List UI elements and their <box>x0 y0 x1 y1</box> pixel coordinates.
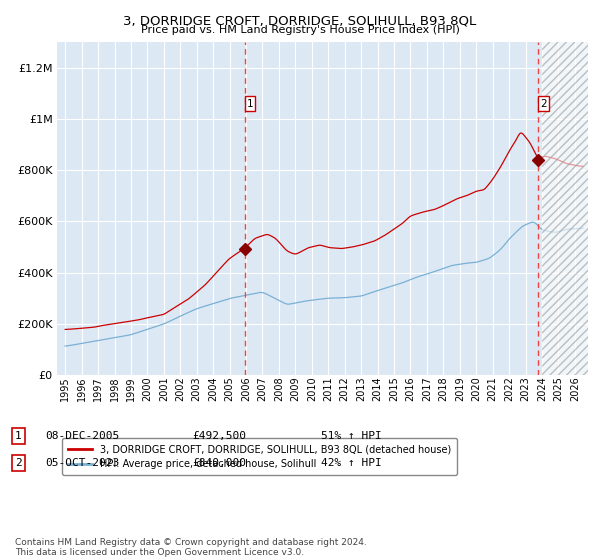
Text: 2: 2 <box>540 99 547 109</box>
Text: Price paid vs. HM Land Registry's House Price Index (HPI): Price paid vs. HM Land Registry's House … <box>140 25 460 35</box>
Text: 05-OCT-2023: 05-OCT-2023 <box>45 458 119 468</box>
Text: 1: 1 <box>247 99 253 109</box>
Text: 08-DEC-2005: 08-DEC-2005 <box>45 431 119 441</box>
Text: 51% ↑ HPI: 51% ↑ HPI <box>321 431 382 441</box>
Text: £492,500: £492,500 <box>192 431 246 441</box>
Text: 1: 1 <box>15 431 22 441</box>
Bar <box>542 42 588 375</box>
Text: £840,000: £840,000 <box>192 458 246 468</box>
Text: 42% ↑ HPI: 42% ↑ HPI <box>321 458 382 468</box>
Legend: 3, DORRIDGE CROFT, DORRIDGE, SOLIHULL, B93 8QL (detached house), HPI: Average pr: 3, DORRIDGE CROFT, DORRIDGE, SOLIHULL, B… <box>62 438 457 475</box>
Text: Contains HM Land Registry data © Crown copyright and database right 2024.
This d: Contains HM Land Registry data © Crown c… <box>15 538 367 557</box>
Text: 3, DORRIDGE CROFT, DORRIDGE, SOLIHULL, B93 8QL: 3, DORRIDGE CROFT, DORRIDGE, SOLIHULL, B… <box>124 14 476 27</box>
Text: 2: 2 <box>15 458 22 468</box>
